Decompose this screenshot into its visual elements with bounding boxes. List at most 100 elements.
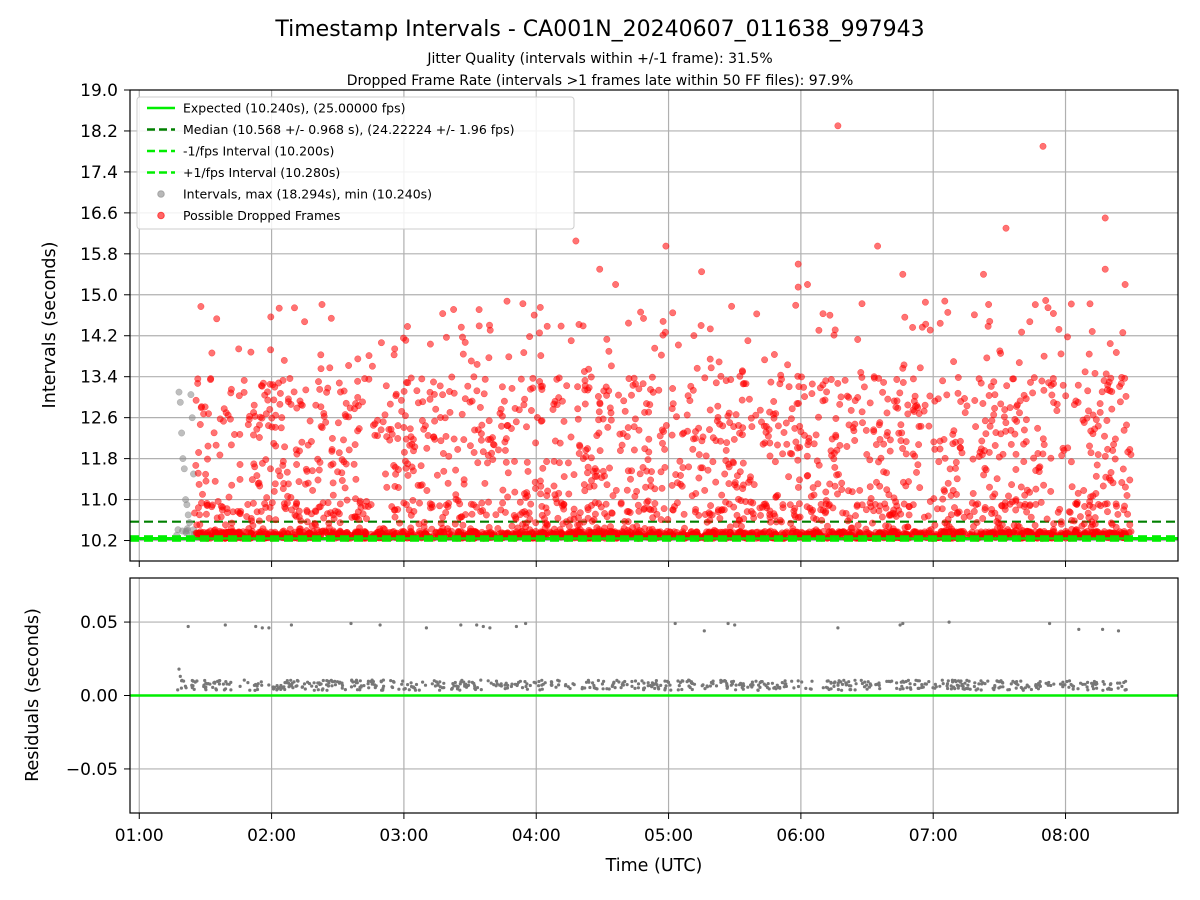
dropped-frame-point <box>304 441 312 449</box>
dropped-frame-point <box>249 522 257 529</box>
dropped-frame-point <box>1002 224 1010 232</box>
dropped-frame-point <box>812 515 820 523</box>
dropped-frame-point <box>485 523 493 531</box>
dropped-frame-point <box>329 460 337 468</box>
dropped-frame-point <box>485 417 493 425</box>
dropped-frame-point <box>1004 526 1012 534</box>
residual-point <box>267 626 271 630</box>
dropped-frame-point <box>302 465 310 473</box>
residual-point <box>183 684 187 688</box>
residual-point <box>355 681 359 685</box>
dropped-frame-point <box>223 505 231 513</box>
residual-point <box>865 683 869 687</box>
residual-point <box>1116 686 1120 690</box>
dropped-frame-point <box>880 468 888 476</box>
dropped-frame-point <box>625 375 633 383</box>
dropped-frame-point <box>270 487 278 495</box>
dropped-frame-point <box>1076 513 1084 521</box>
dropped-frame-point <box>629 381 637 389</box>
dropped-frame-point <box>1040 481 1048 489</box>
dropped-frame-point <box>329 527 337 535</box>
dropped-frame-point <box>417 462 425 470</box>
dropped-frame-point <box>586 483 594 491</box>
residual-point <box>592 683 596 688</box>
residuals-y-ticks: 0.05 0.00 −0.05 <box>66 613 130 780</box>
residual-point <box>840 688 844 692</box>
dropped-frame-point <box>971 397 979 404</box>
residual-point <box>731 679 736 684</box>
dropped-frame-point <box>489 456 497 463</box>
dropped-frame-point <box>659 317 667 325</box>
dropped-frame-point <box>1050 526 1057 534</box>
dropped-frame-point <box>575 450 583 457</box>
dropped-frame-point <box>345 446 353 454</box>
residual-point <box>475 686 480 690</box>
dropped-frame-point <box>635 385 643 393</box>
residual-point <box>540 678 544 682</box>
dropped-frame-point <box>892 403 900 411</box>
dropped-frame-point <box>949 430 957 438</box>
dropped-frame-point <box>867 495 875 502</box>
dropped-frame-point <box>612 281 620 288</box>
dropped-frame-point <box>847 406 855 414</box>
dropped-frame-point <box>615 391 622 399</box>
dropped-frame-point <box>244 501 252 508</box>
dropped-frame-point <box>1105 474 1113 482</box>
dropped-frame-point <box>202 510 210 518</box>
dropped-frame-point <box>803 452 811 460</box>
residual-point <box>424 626 428 630</box>
residual-point <box>1091 684 1095 688</box>
dropped-frame-point <box>529 384 537 392</box>
residual-point <box>486 679 490 683</box>
dropped-frame-point <box>1110 441 1118 448</box>
dropped-frame-point <box>451 520 459 528</box>
dropped-frame-point <box>875 458 882 466</box>
dropped-frame-point <box>501 446 509 454</box>
dropped-frame-point <box>991 509 999 517</box>
dropped-frame-point <box>418 417 426 425</box>
residual-point <box>733 623 737 627</box>
residual-point <box>451 682 455 686</box>
dropped-frame-point <box>588 477 595 485</box>
dropped-frame-point <box>452 491 460 499</box>
residual-point <box>358 679 362 683</box>
dropped-frame-point <box>969 490 977 497</box>
dropped-frame-point <box>695 474 703 482</box>
residual-point <box>413 686 417 691</box>
dropped-frame-point <box>440 467 448 475</box>
dropped-frame-point <box>512 418 520 426</box>
residual-point <box>1048 621 1052 626</box>
dropped-frame-point <box>437 437 445 445</box>
residual-point <box>430 682 434 686</box>
dropped-frame-point <box>707 364 715 372</box>
dropped-frame-point <box>1119 465 1127 473</box>
dropped-frame-point <box>1057 350 1065 358</box>
dropped-frame-point <box>503 297 511 305</box>
x-tick-label: 05:00 <box>644 826 693 846</box>
dropped-frame-point <box>735 421 742 429</box>
dropped-frame-point <box>247 514 255 522</box>
dropped-frame-point <box>439 310 447 318</box>
dropped-frame-point <box>701 486 709 494</box>
dropped-frame-point <box>620 524 628 532</box>
dropped-frame-point <box>679 430 686 438</box>
residual-point <box>664 684 668 688</box>
residual-point <box>941 682 945 686</box>
dropped-frame-point <box>854 521 862 529</box>
residual-point <box>602 679 606 684</box>
dropped-frame-point <box>834 122 842 130</box>
dropped-frame-point <box>978 437 986 445</box>
dropped-frame-point <box>458 410 466 418</box>
dropped-frame-point <box>925 422 933 430</box>
dropped-frame-point <box>582 446 590 454</box>
residual-point <box>730 682 735 686</box>
residual-point <box>479 688 483 692</box>
dropped-frame-point <box>298 438 306 446</box>
dropped-frame-point <box>259 525 267 533</box>
dropped-frame-point <box>570 471 578 479</box>
dropped-frame-point <box>336 500 344 508</box>
dropped-frame-point <box>796 513 804 521</box>
residual-point <box>784 684 789 689</box>
dropped-frame-point <box>197 303 205 310</box>
dropped-frame-point <box>620 397 628 405</box>
